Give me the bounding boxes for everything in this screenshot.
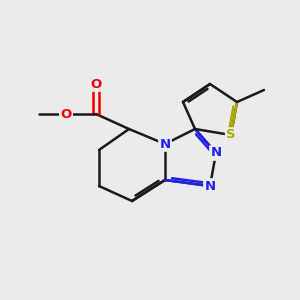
Text: N: N [159, 137, 171, 151]
Text: O: O [90, 77, 102, 91]
Text: O: O [60, 107, 72, 121]
Text: N: N [210, 146, 222, 160]
Text: N: N [204, 179, 216, 193]
Text: S: S [226, 128, 236, 142]
